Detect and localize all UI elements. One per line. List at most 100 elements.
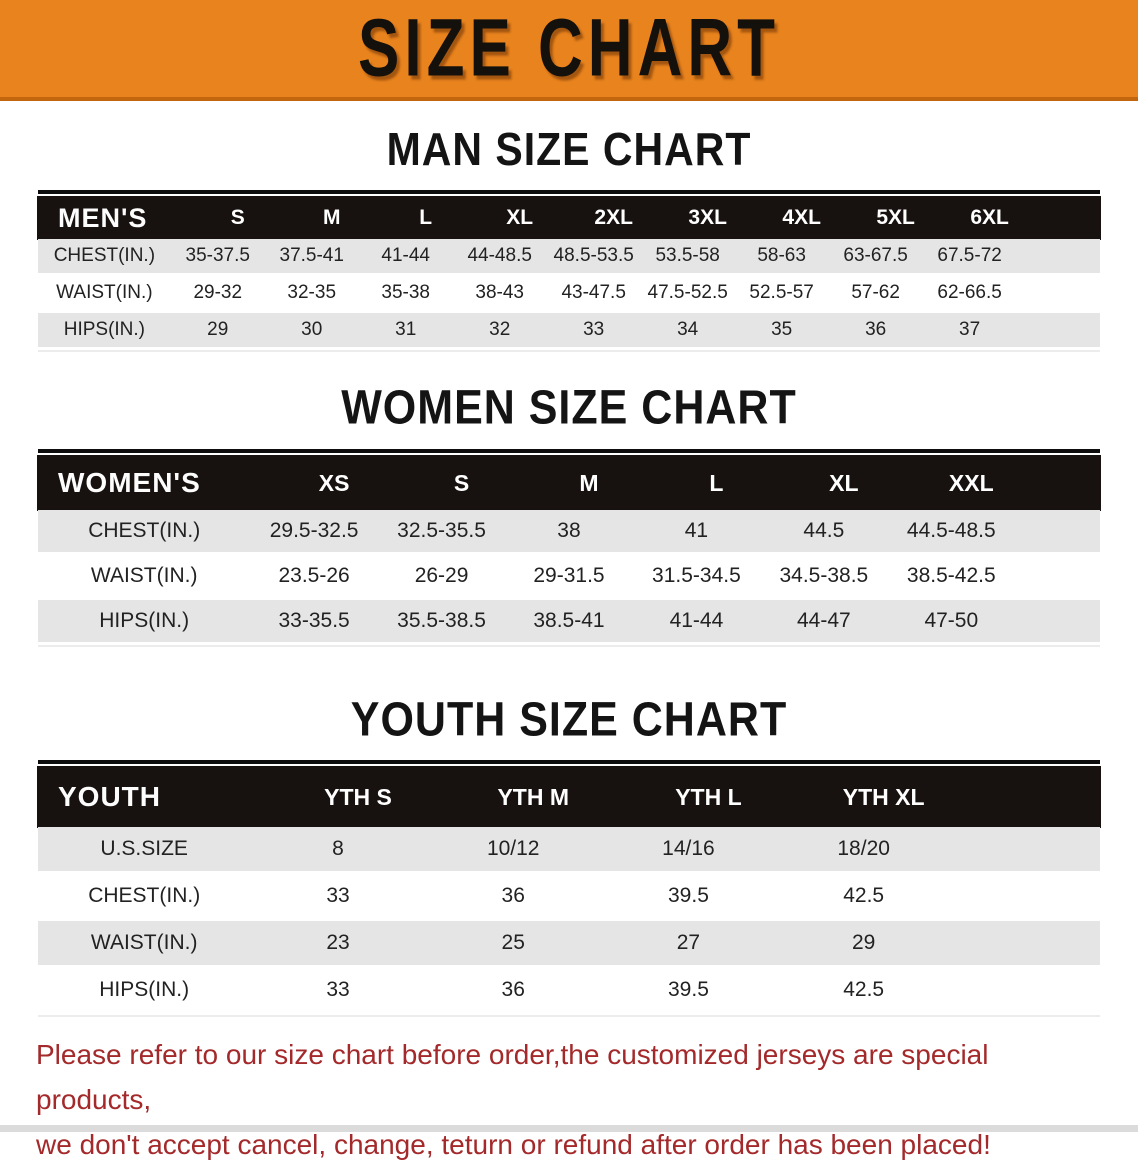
column-header: S [230,206,245,229]
value-cell: 29 [851,931,876,954]
women-size-table: WOMEN'S XS S M L XL XXL CHEST(IN.) 29.5-… [38,449,1100,647]
value-cell: 23 [326,931,350,954]
value-cell: 30 [301,319,323,340]
youth-size-table: YOUTH YTH S YTH M YTH L YTH XL U.S.SIZE … [38,760,1100,1017]
value-cell: 32-35 [287,282,337,303]
women-header-row: WOMEN'S XS S M L XL XXL [38,456,1100,510]
value-cell: 29-32 [193,282,243,303]
column-header: 4XL [782,206,821,229]
men-section: MAN SIZE CHART MEN'S S M L XL 2XL 3XL 4X… [0,101,1138,352]
value-cell: 63-67.5 [843,245,908,266]
disclaimer-line-1: Please refer to our size chart before or… [36,1039,989,1115]
column-header: YTH XL [842,783,925,810]
row-label: CHEST(IN.) [88,884,201,907]
value-cell: 33 [326,884,350,907]
value-cell: 38.5-42.5 [906,564,996,587]
column-header: YTH L [675,783,742,810]
column-header: XS [318,469,350,496]
value-cell: 36 [501,884,525,907]
bottom-edge-strip [0,1125,1138,1132]
value-cell: 38-43 [475,282,524,303]
value-cell: 47.5-52.5 [647,282,728,303]
value-cell: 35-37.5 [185,245,250,266]
row-label: WAIST(IN.) [90,931,198,954]
value-cell: 39.5 [668,884,709,907]
women-section: WOMEN SIZE CHART WOMEN'S XS S M L XL XXL… [0,352,1138,647]
value-cell: 8 [332,837,344,860]
value-cell: 32.5-35.5 [397,519,486,542]
value-cell: 48.5-53.5 [553,245,634,266]
column-header: S [453,469,470,496]
value-cell: 38.5-41 [533,609,605,632]
value-cell: 35-38 [381,282,431,303]
value-cell: 29 [207,319,229,340]
value-cell: 37.5-41 [279,245,344,266]
value-cell: 34.5-38.5 [779,564,869,587]
table-row: HIPS(IN.) 33 36 39.5 42.5 [38,968,1100,1015]
column-header: XL [829,469,859,496]
value-cell: 34 [677,319,699,340]
value-cell: 57-62 [851,282,900,303]
value-cell: 36 [865,319,887,340]
table-row: U.S.SIZE 8 10/12 14/16 18/20 [38,827,1100,874]
value-cell: 53.5-58 [655,245,720,266]
value-cell: 67.5-72 [937,245,1002,266]
table-row: WAIST(IN.) 29-32 32-35 35-38 38-43 43-47… [38,276,1100,313]
table-row: CHEST(IN.) 29.5-32.5 32.5-35.5 38 41 44.… [38,510,1100,555]
men-size-table: MEN'S S M L XL 2XL 3XL 4XL 5XL 6XL CHEST… [38,190,1100,352]
value-cell: 58-63 [757,245,806,266]
column-header: XXL [948,469,994,496]
value-cell: 27 [676,931,701,954]
value-cell: 33 [583,319,605,340]
row-label: U.S.SIZE [100,837,188,860]
value-cell: 36 [501,978,525,1001]
value-cell: 18/20 [837,837,890,860]
column-header: XL [506,206,534,229]
value-cell: 42.5 [843,978,885,1001]
row-label: HIPS(IN.) [63,319,146,340]
row-label: WAIST(IN.) [90,564,198,587]
value-cell: 35 [771,319,793,340]
value-cell: 33 [326,978,350,1001]
row-label: HIPS(IN.) [99,609,190,632]
column-header: YTH S [324,783,392,810]
size-chart-banner: SIZE CHART [0,0,1138,101]
value-cell: 44-47 [797,609,851,632]
column-header: YTH M [497,783,569,810]
men-section-title: MAN SIZE CHART [386,123,752,176]
value-cell: 43-47.5 [561,282,626,303]
table-row: CHEST(IN.) 35-37.5 37.5-41 41-44 44-48.5… [38,239,1100,276]
value-cell: 26-29 [414,564,469,587]
value-cell: 14/16 [662,837,715,860]
value-cell: 23.5-26 [278,564,350,587]
row-label: CHEST(IN.) [88,519,201,542]
value-cell: 41-44 [381,245,431,266]
value-cell: 10/12 [486,837,540,860]
column-header: 5XL [876,206,915,229]
column-header: L [419,206,433,229]
women-header-label: WOMEN'S [58,467,201,498]
table-row: HIPS(IN.) 33-35.5 35.5-38.5 38.5-41 41-4… [38,600,1100,645]
men-header-row: MEN'S S M L XL 2XL 3XL 4XL 5XL 6XL [38,197,1100,239]
column-header: L [709,469,724,496]
value-cell: 32 [489,319,511,340]
value-cell: 29.5-32.5 [269,519,359,542]
table-row: HIPS(IN.) 29 30 31 32 33 34 35 36 37 [38,313,1100,350]
value-cell: 38 [557,519,581,542]
row-label: HIPS(IN.) [99,978,190,1001]
youth-header-row: YOUTH YTH S YTH M YTH L YTH XL [38,767,1100,827]
value-cell: 52.5-57 [749,282,814,303]
row-label: CHEST(IN.) [53,245,156,266]
banner-title: SIZE CHART [358,2,780,95]
value-cell: 44.5-48.5 [906,519,996,542]
youth-section-title: YOUTH SIZE CHART [350,692,788,747]
value-cell: 39.5 [668,978,709,1001]
youth-header-label: YOUTH [58,781,161,812]
column-header: 2XL [594,206,633,229]
column-header: 3XL [688,206,727,229]
men-header-label: MEN'S [58,202,148,233]
youth-section: YOUTH SIZE CHART YOUTH YTH S YTH M YTH L… [0,647,1138,1017]
value-cell: 44.5 [803,519,845,542]
value-cell: 62-66.5 [937,282,1002,303]
row-label: WAIST(IN.) [56,282,153,303]
